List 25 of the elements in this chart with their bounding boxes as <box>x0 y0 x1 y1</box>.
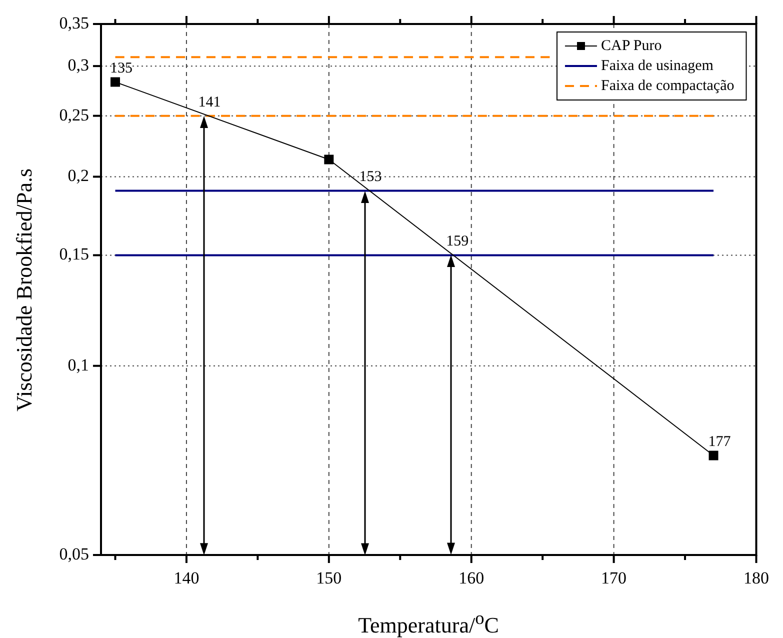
y-tick-label: 0,25 <box>59 105 89 124</box>
x-tick-label: 170 <box>601 568 627 588</box>
point <box>110 77 120 87</box>
annotation: 135 <box>110 60 132 76</box>
x-tick-label: 160 <box>458 568 484 588</box>
point <box>324 154 334 164</box>
y-tick-label: 0,05 <box>59 544 89 564</box>
annotation: 177 <box>708 434 732 450</box>
legend-label: Faixa de usinagem <box>600 58 714 74</box>
x-tick-label: 150 <box>316 568 342 588</box>
legend-label: Faixa de compactação <box>600 78 734 94</box>
y-tick-label: 0,3 <box>68 56 89 75</box>
y-tick-label: 0,1 <box>68 355 89 374</box>
annotation: 153 <box>359 169 382 186</box>
x-tick-label: 140 <box>174 568 200 588</box>
y-axis-title: Viscosidade Brookfied/Pa.s <box>11 168 38 412</box>
x-tick-label: 180 <box>744 568 769 588</box>
y-tick-label: 0,15 <box>59 244 89 264</box>
x-axis-title: Temperatura/$^{o}$C <box>358 608 499 638</box>
point <box>708 450 718 460</box>
legend-label: CAP Puro <box>600 38 662 54</box>
y-tick-label: 0,2 <box>68 166 89 186</box>
annotation: 141 <box>198 94 221 110</box>
y-tick-label: 0,35 <box>59 13 89 32</box>
annotation: 159 <box>446 234 469 250</box>
